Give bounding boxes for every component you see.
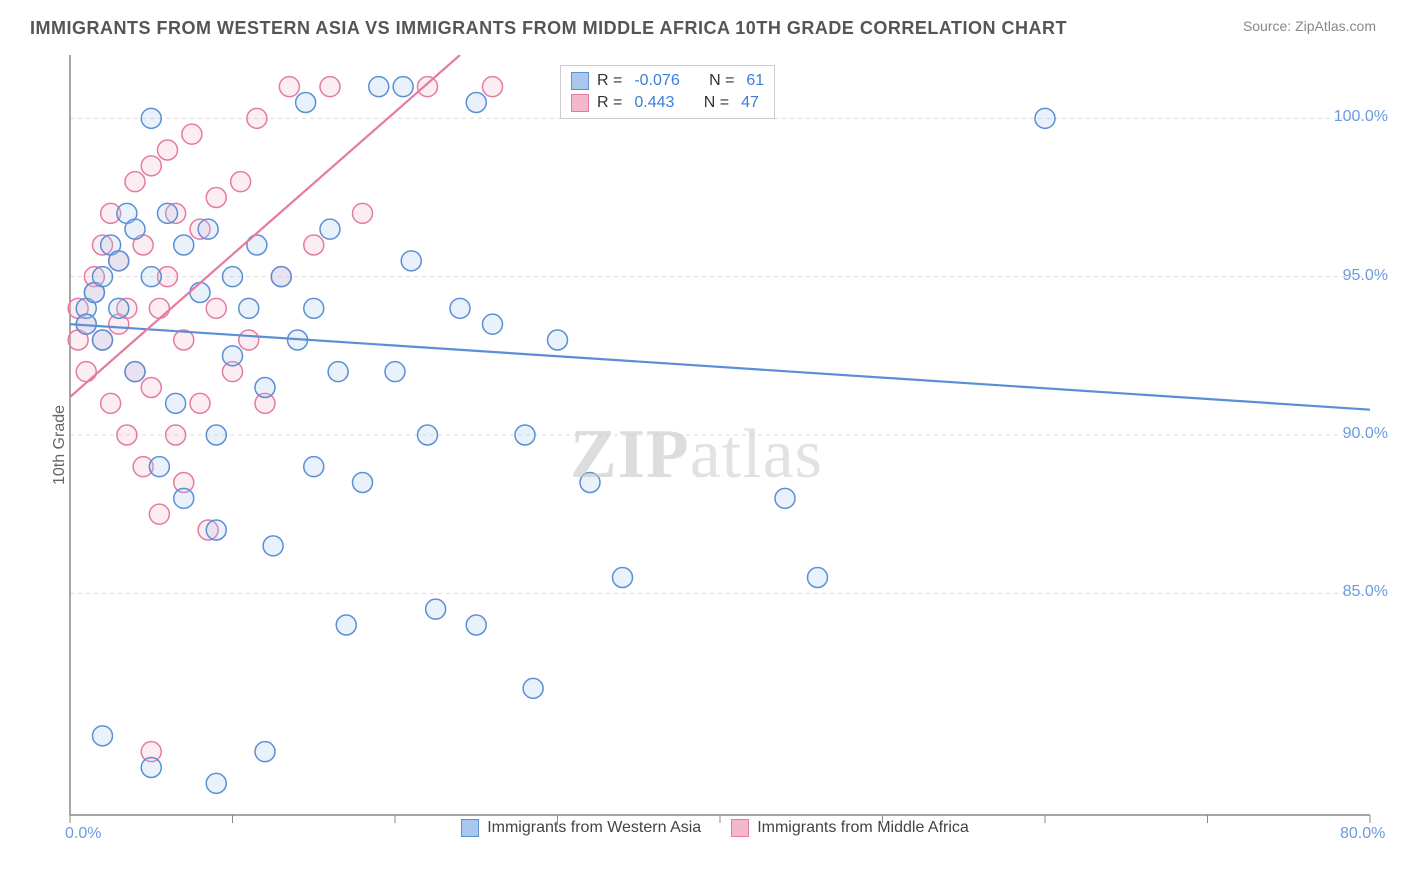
series-legend-item: Immigrants from Middle Africa (731, 819, 969, 837)
y-tick-label: 95.0% (1318, 267, 1388, 285)
chart-title: IMMIGRANTS FROM WESTERN ASIA VS IMMIGRAN… (30, 18, 1067, 38)
correlation-legend-row: R =-0.076 N =61 (571, 70, 764, 92)
scatter-chart (50, 55, 1380, 835)
y-tick-label: 100.0% (1318, 108, 1388, 126)
series-legend-label: Immigrants from Middle Africa (757, 819, 969, 837)
series-legend-item: Immigrants from Western Asia (461, 819, 701, 837)
legend-swatch (731, 819, 749, 837)
legend-swatch (461, 819, 479, 837)
y-tick-label: 85.0% (1318, 583, 1388, 601)
chart-container: 10th Grade ZIPatlas R =-0.076 N =61R =0.… (50, 55, 1380, 835)
legend-swatch (571, 72, 589, 90)
y-tick-label: 90.0% (1318, 425, 1388, 443)
series-legend-label: Immigrants from Western Asia (487, 819, 701, 837)
y-axis-label: 10th Grade (51, 405, 69, 485)
chart-source: Source: ZipAtlas.com (1243, 18, 1376, 34)
correlation-legend-row: R =0.443 N =47 (571, 92, 764, 114)
legend-swatch (571, 94, 589, 112)
correlation-legend: R =-0.076 N =61R =0.443 N =47 (560, 65, 775, 119)
series-legend: Immigrants from Western Asia Immigrants f… (50, 819, 1380, 837)
